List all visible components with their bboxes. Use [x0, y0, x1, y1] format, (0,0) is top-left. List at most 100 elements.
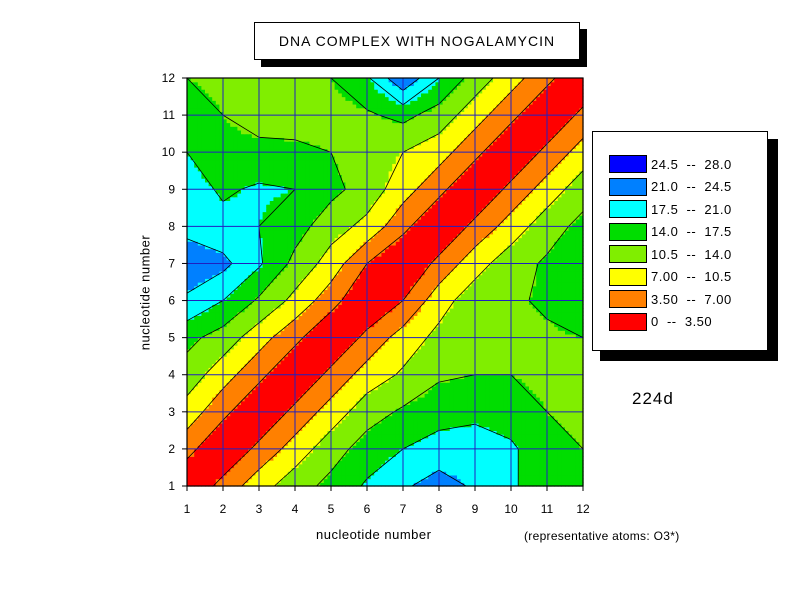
contour-cell	[478, 359, 483, 365]
contour-cell	[363, 408, 368, 413]
contour-cell	[313, 385, 318, 391]
contour-cell	[363, 337, 368, 342]
contour-cell	[334, 348, 339, 354]
contour-cell	[334, 352, 339, 357]
contour-cell	[251, 319, 256, 324]
contour-cell	[579, 389, 584, 394]
contour-cell	[230, 330, 235, 335]
contour-cell	[435, 374, 440, 380]
contour-cell	[356, 441, 361, 446]
contour-cell	[197, 333, 202, 339]
contour-cell	[269, 322, 274, 328]
contour-cell	[575, 437, 580, 443]
contour-cell	[215, 322, 220, 328]
contour-cell	[514, 482, 519, 487]
contour-cell	[291, 460, 296, 465]
contour-cell	[363, 419, 368, 424]
contour-cell	[410, 430, 415, 435]
contour-cell	[349, 396, 354, 402]
contour-cell	[277, 482, 282, 487]
contour-cell	[435, 389, 440, 394]
contour-cell	[302, 411, 307, 417]
contour-cell	[187, 307, 192, 313]
contour-cell	[284, 300, 289, 305]
contour-cell	[269, 359, 274, 365]
contour-cell	[500, 363, 505, 368]
contour-cell	[208, 319, 213, 324]
contour-cell	[266, 337, 271, 342]
contour-cell	[367, 434, 372, 439]
contour-cell	[219, 445, 224, 450]
contour-cell	[493, 445, 498, 450]
contour-cell	[190, 445, 195, 450]
contour-cell	[399, 348, 404, 354]
contour-cell	[241, 478, 246, 483]
contour-cell	[565, 341, 570, 346]
contour-cell	[503, 337, 508, 342]
contour-cell	[446, 408, 451, 413]
contour-cell	[410, 400, 415, 405]
contour-cell	[489, 382, 494, 387]
contour-cell	[395, 371, 400, 376]
contour-cell	[406, 471, 411, 476]
contour-cell	[467, 371, 472, 376]
contour-cell	[190, 404, 195, 409]
contour-cell	[442, 452, 447, 457]
contour-cell	[352, 348, 357, 354]
contour-cell	[539, 456, 544, 461]
contour-cell	[565, 434, 570, 439]
contour-cell	[352, 363, 357, 368]
contour-cell	[500, 389, 505, 394]
contour-cell	[439, 448, 444, 454]
contour-cell	[507, 437, 512, 443]
contour-cell	[334, 311, 339, 316]
contour-cell	[377, 448, 382, 454]
contour-cell	[525, 456, 530, 461]
contour-cell	[323, 385, 328, 391]
contour-cell	[500, 382, 505, 387]
contour-cell	[424, 356, 429, 361]
contour-cell	[190, 437, 195, 443]
contour-cell	[460, 345, 465, 350]
contour-cell	[295, 352, 300, 357]
contour-cell	[374, 359, 379, 365]
contour-cell	[536, 359, 541, 365]
contour-cell	[334, 448, 339, 454]
contour-cell	[500, 426, 505, 431]
contour-cell	[241, 474, 246, 480]
contour-cell	[269, 315, 274, 320]
contour-cell	[417, 378, 422, 383]
contour-cell	[435, 378, 440, 383]
contour-cell	[323, 359, 328, 365]
contour-cell	[496, 474, 501, 480]
contour-cell	[539, 463, 544, 469]
contour-cell	[313, 363, 318, 368]
contour-cell	[194, 319, 199, 324]
contour-cell	[266, 300, 271, 305]
contour-cell	[230, 311, 235, 316]
contour-cell	[338, 330, 343, 335]
contour-cell	[457, 434, 462, 439]
contour-cell	[273, 393, 278, 398]
contour-cell	[251, 367, 256, 372]
contour-cell	[212, 404, 217, 409]
contour-cell	[262, 341, 267, 346]
contour-cell	[197, 422, 202, 428]
contour-cell	[572, 400, 577, 405]
contour-cell	[291, 456, 296, 461]
contour-cell	[413, 393, 418, 398]
contour-cell	[385, 482, 390, 487]
contour-cell	[439, 367, 444, 372]
contour-cell	[331, 474, 336, 480]
contour-cell	[449, 408, 454, 413]
contour-cell	[525, 463, 530, 469]
contour-cell	[298, 363, 303, 368]
contour-cell	[532, 474, 537, 480]
contour-cell	[230, 441, 235, 446]
contour-cell	[518, 437, 523, 443]
contour-cell	[543, 348, 548, 354]
contour-cell	[190, 448, 195, 454]
contour-cell	[367, 419, 372, 424]
contour-cell	[201, 437, 206, 443]
contour-cell	[327, 359, 332, 365]
